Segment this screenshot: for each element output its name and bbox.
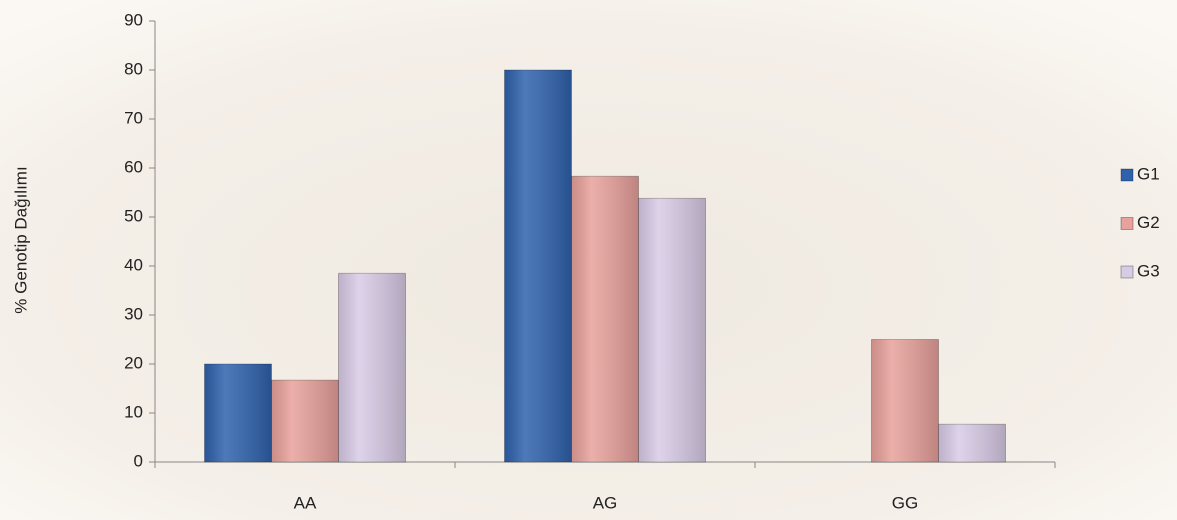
bar-shade (271, 380, 339, 462)
legend-label: G2 (1137, 213, 1160, 232)
x-tick-label: AG (593, 493, 618, 512)
legend-label: G3 (1137, 261, 1160, 280)
bar-shade (871, 339, 939, 462)
y-tick-label: 20 (124, 353, 143, 372)
legend-label: G1 (1137, 164, 1160, 183)
bar-shade (638, 198, 706, 462)
y-tick-label: 50 (124, 206, 143, 225)
x-tick-label: GG (892, 493, 918, 512)
legend-swatch (1120, 265, 1134, 279)
y-tick-label: 80 (124, 59, 143, 78)
legend-swatch (1120, 168, 1134, 182)
y-tick-label: 30 (124, 304, 143, 323)
x-tick-label: AA (294, 493, 317, 512)
bar-shade (504, 70, 572, 462)
y-tick-label: 0 (134, 451, 143, 470)
y-tick-label: 60 (124, 157, 143, 176)
legend-swatch (1120, 217, 1134, 230)
y-tick-label: 70 (124, 108, 143, 127)
y-tick-label: 40 (124, 255, 143, 274)
y-tick-label: 10 (124, 402, 143, 421)
bar-shade (571, 176, 639, 462)
y-tick-label: 90 (124, 10, 143, 29)
y-axis-label: % Genotip Dağılımı (11, 166, 30, 313)
bar-shade (938, 424, 1006, 462)
bar-shade (338, 273, 406, 462)
bar-shade (204, 364, 272, 462)
